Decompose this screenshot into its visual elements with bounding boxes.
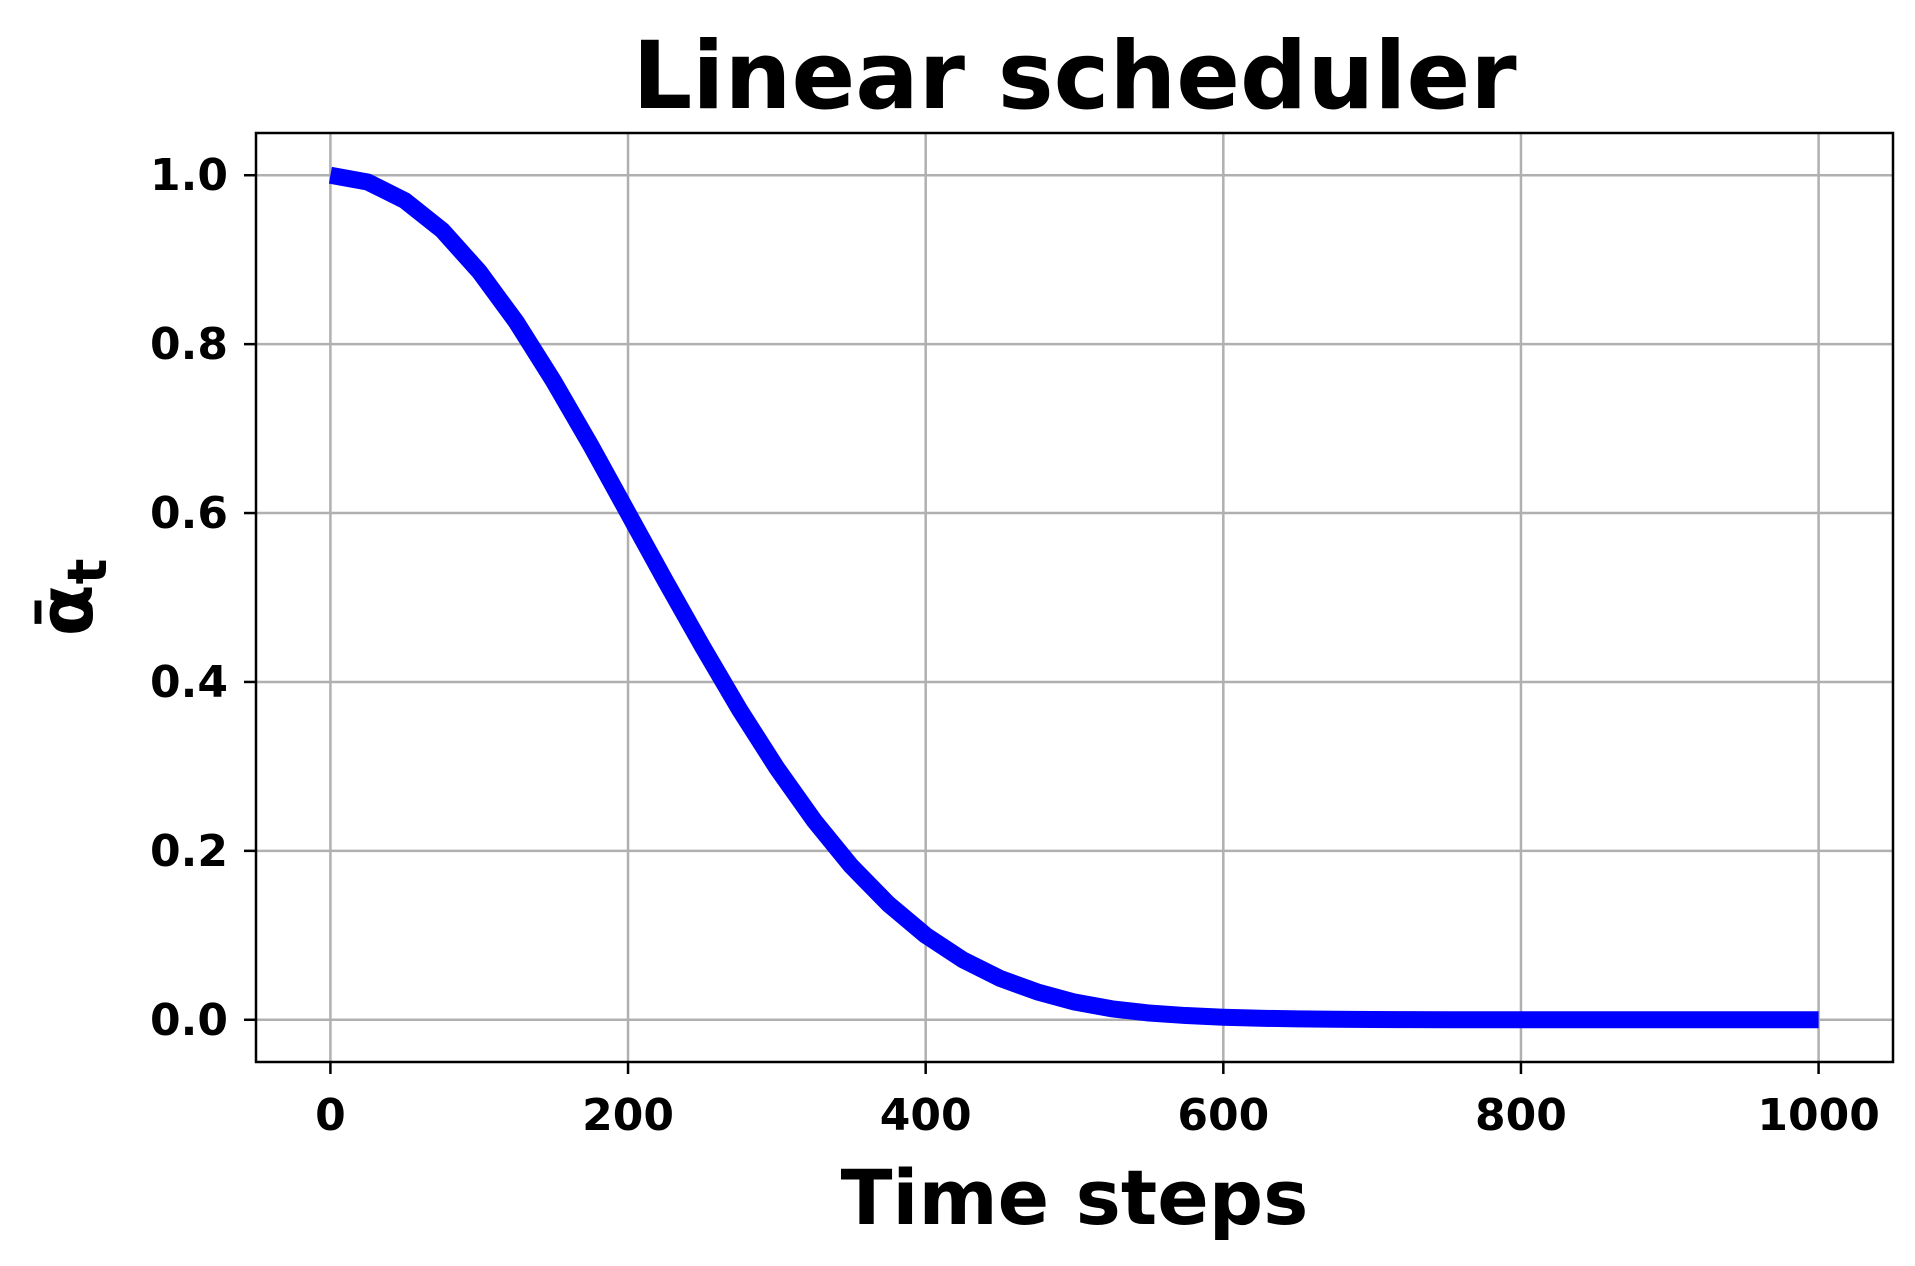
plot-frame	[254, 131, 1895, 1064]
x-axis-label: Time steps	[841, 1153, 1309, 1242]
series-line	[328, 166, 1819, 1029]
y-tick-label: 0.6	[150, 488, 228, 539]
x-tick-label: 400	[880, 1090, 972, 1141]
x-tick-label: 200	[582, 1090, 674, 1141]
x-tick-label: 800	[1475, 1090, 1567, 1141]
ticks: 0 200 400 600 800 1000 0.0 0.2 0.4 0.6 0.8 1.0	[150, 150, 1880, 1141]
y-tick-label: 0.0	[150, 995, 228, 1046]
y-tick-label: 0.4	[150, 657, 228, 708]
series-layer	[328, 166, 1819, 1029]
y-tick-label: 0.8	[150, 319, 228, 370]
grid	[256, 133, 1893, 1062]
x-tick-label: 600	[1177, 1090, 1269, 1141]
y-axis-label: ᾱt	[21, 558, 119, 636]
chart-title: Linear scheduler	[632, 22, 1517, 131]
x-tick-label: 1000	[1757, 1090, 1879, 1141]
y-tick-label: 0.2	[150, 826, 228, 877]
x-tick-label: 0	[315, 1090, 346, 1141]
y-tick-label: 1.0	[150, 150, 228, 201]
